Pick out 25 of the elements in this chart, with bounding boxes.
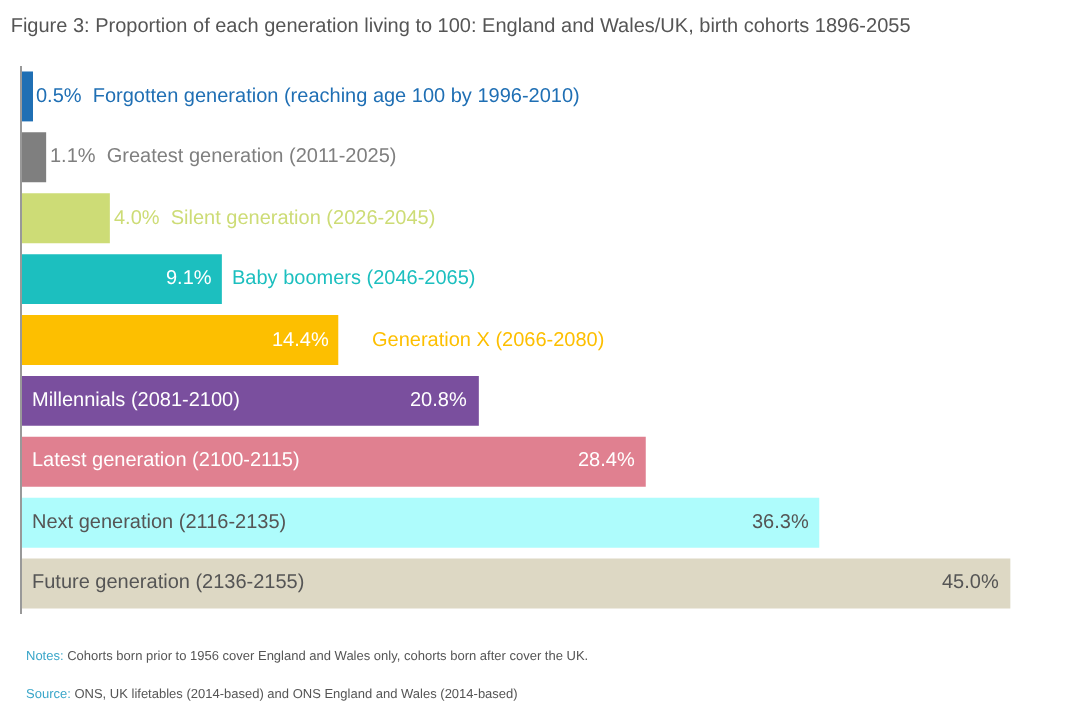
bar xyxy=(22,71,33,122)
data-label: 45.0% xyxy=(942,572,999,594)
y-tick-label: Baby boomers (2046-2065) xyxy=(232,268,476,290)
bar xyxy=(22,436,646,487)
text: 4.0% Silent generation (2026-2045) xyxy=(114,208,436,230)
bar xyxy=(22,193,110,244)
data-label: 20.8% xyxy=(410,390,467,412)
y-tick-label: Future generation (2136-2155) xyxy=(32,572,305,594)
chart-title: Figure 3: Proportion of each generation living to 100: England and Wales/UK, birth cohorts 1896-2055 xyxy=(10,15,912,38)
bar xyxy=(22,558,1011,609)
data-label: 28.4% xyxy=(578,450,635,472)
bar xyxy=(22,254,222,305)
y-tick-label: Generation X (2066-2080) xyxy=(372,330,605,352)
y-tick-label: Millennials (2081-2100) xyxy=(32,390,240,412)
text: 1.1% Greatest generation (2011-2025) xyxy=(50,146,397,168)
data-label: 36.3% xyxy=(752,512,809,534)
bar xyxy=(22,497,820,548)
bar xyxy=(22,315,339,365)
data-label: 14.4% xyxy=(272,330,329,352)
bar xyxy=(22,132,47,183)
data-label: 9.1% xyxy=(166,268,212,290)
y-tick-label: Next generation (2116-2135) xyxy=(32,512,287,534)
text: 0.5% Forgotten generation (reaching age 100 by 1996-2010) xyxy=(36,86,580,108)
y-tick-label: Latest generation (2100-2115) xyxy=(32,450,300,472)
bar xyxy=(22,375,479,426)
